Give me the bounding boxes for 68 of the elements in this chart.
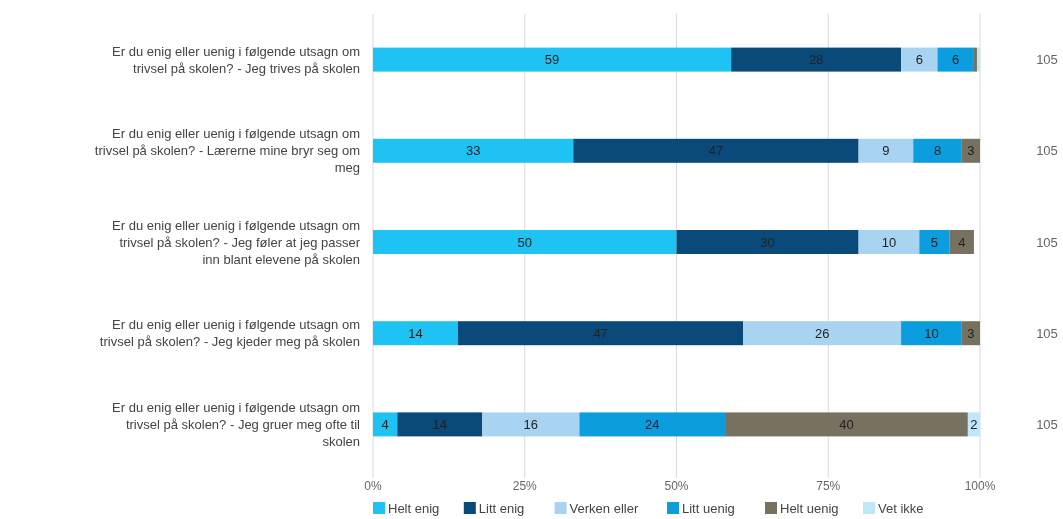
y-tick-label: Er du enig eller uenig i følgende utsagn om trivsel på skolen? - Jeg kjeder meg på skolen	[99, 317, 360, 350]
data-label: 40	[839, 416, 854, 432]
x-tick-label: 50%	[664, 479, 689, 493]
y-tick-label: Er du enig eller uenig i følgende utsagn om trivsel på skolen? - Lærerne mine bryr seg om meg	[94, 126, 360, 176]
y-tick-label: Er du enig eller uenig i følgende utsagn om trivsel på skolen? - Jeg føler at jeg passer inn blant elevene på skolen	[112, 217, 361, 267]
y-tick-label: Er du enig eller uenig i følgende utsagn om trivsel på skolen? - Jeg gruer meg ofte til skolen	[112, 399, 361, 449]
bar	[725, 412, 968, 437]
bar	[901, 47, 938, 72]
legend-label: Helt uenig	[780, 500, 839, 516]
bar	[373, 412, 398, 437]
bar	[573, 138, 859, 163]
legend-label: Vet ikke	[878, 500, 924, 516]
data-label: 30	[760, 234, 775, 250]
bar	[949, 230, 974, 254]
x-tick-label: 0%	[364, 479, 382, 493]
data-label: 14	[408, 325, 423, 341]
y-tick-label: Er du enig eller uenig i følgende utsagn om trivsel på skolen? - Jeg trives på skolen	[112, 43, 360, 76]
data-label: 47	[708, 143, 724, 159]
data-label: 59	[544, 52, 560, 68]
text: 105	[1036, 143, 1058, 159]
data-label: 28	[808, 52, 824, 68]
data-label: 3	[967, 325, 975, 341]
data-label: 14	[432, 416, 447, 432]
data-label: 33	[465, 143, 481, 159]
data-label: 4	[381, 416, 389, 432]
bar	[731, 47, 902, 72]
bar	[901, 321, 962, 346]
data-label: 50	[517, 234, 532, 250]
bar	[676, 230, 859, 254]
data-label: 8	[933, 143, 942, 159]
bar	[373, 230, 677, 254]
data-label: 4	[958, 234, 966, 250]
text: 105	[1036, 325, 1058, 341]
bar	[373, 47, 732, 72]
legend-label: Helt enig	[388, 500, 440, 516]
bar	[919, 230, 950, 254]
text: 105	[1036, 416, 1058, 432]
data-label: 10	[881, 234, 897, 250]
bar	[373, 321, 458, 346]
data-label: 10	[924, 325, 939, 341]
bar	[858, 230, 920, 254]
data-label: 9	[882, 143, 890, 159]
bar	[937, 47, 974, 72]
bar	[579, 412, 726, 437]
x-tick-label: 100%	[964, 479, 996, 493]
bar	[858, 138, 914, 163]
text: 105	[1036, 52, 1058, 68]
data-label: 47	[593, 325, 608, 341]
bar	[743, 321, 902, 346]
bar	[373, 138, 574, 163]
data-label: 3	[967, 143, 975, 159]
data-label: 6	[952, 52, 960, 68]
data-label: 26	[814, 325, 830, 341]
legend-label: Litt uenig	[682, 500, 735, 516]
bar	[913, 138, 962, 163]
data-label: 24	[644, 416, 660, 432]
bar	[482, 412, 580, 437]
legend-label: Litt enig	[478, 500, 525, 516]
bar	[457, 321, 744, 346]
data-label: 2	[970, 416, 978, 432]
bar	[397, 412, 483, 437]
text: 105	[1036, 234, 1058, 250]
x-tick-label: 75%	[816, 479, 841, 493]
data-label: 16	[523, 416, 539, 432]
data-label: 5	[930, 234, 939, 250]
data-label: 6	[915, 52, 923, 68]
legend-label: Verken eller	[569, 500, 639, 516]
x-tick-label: 25%	[512, 479, 538, 493]
